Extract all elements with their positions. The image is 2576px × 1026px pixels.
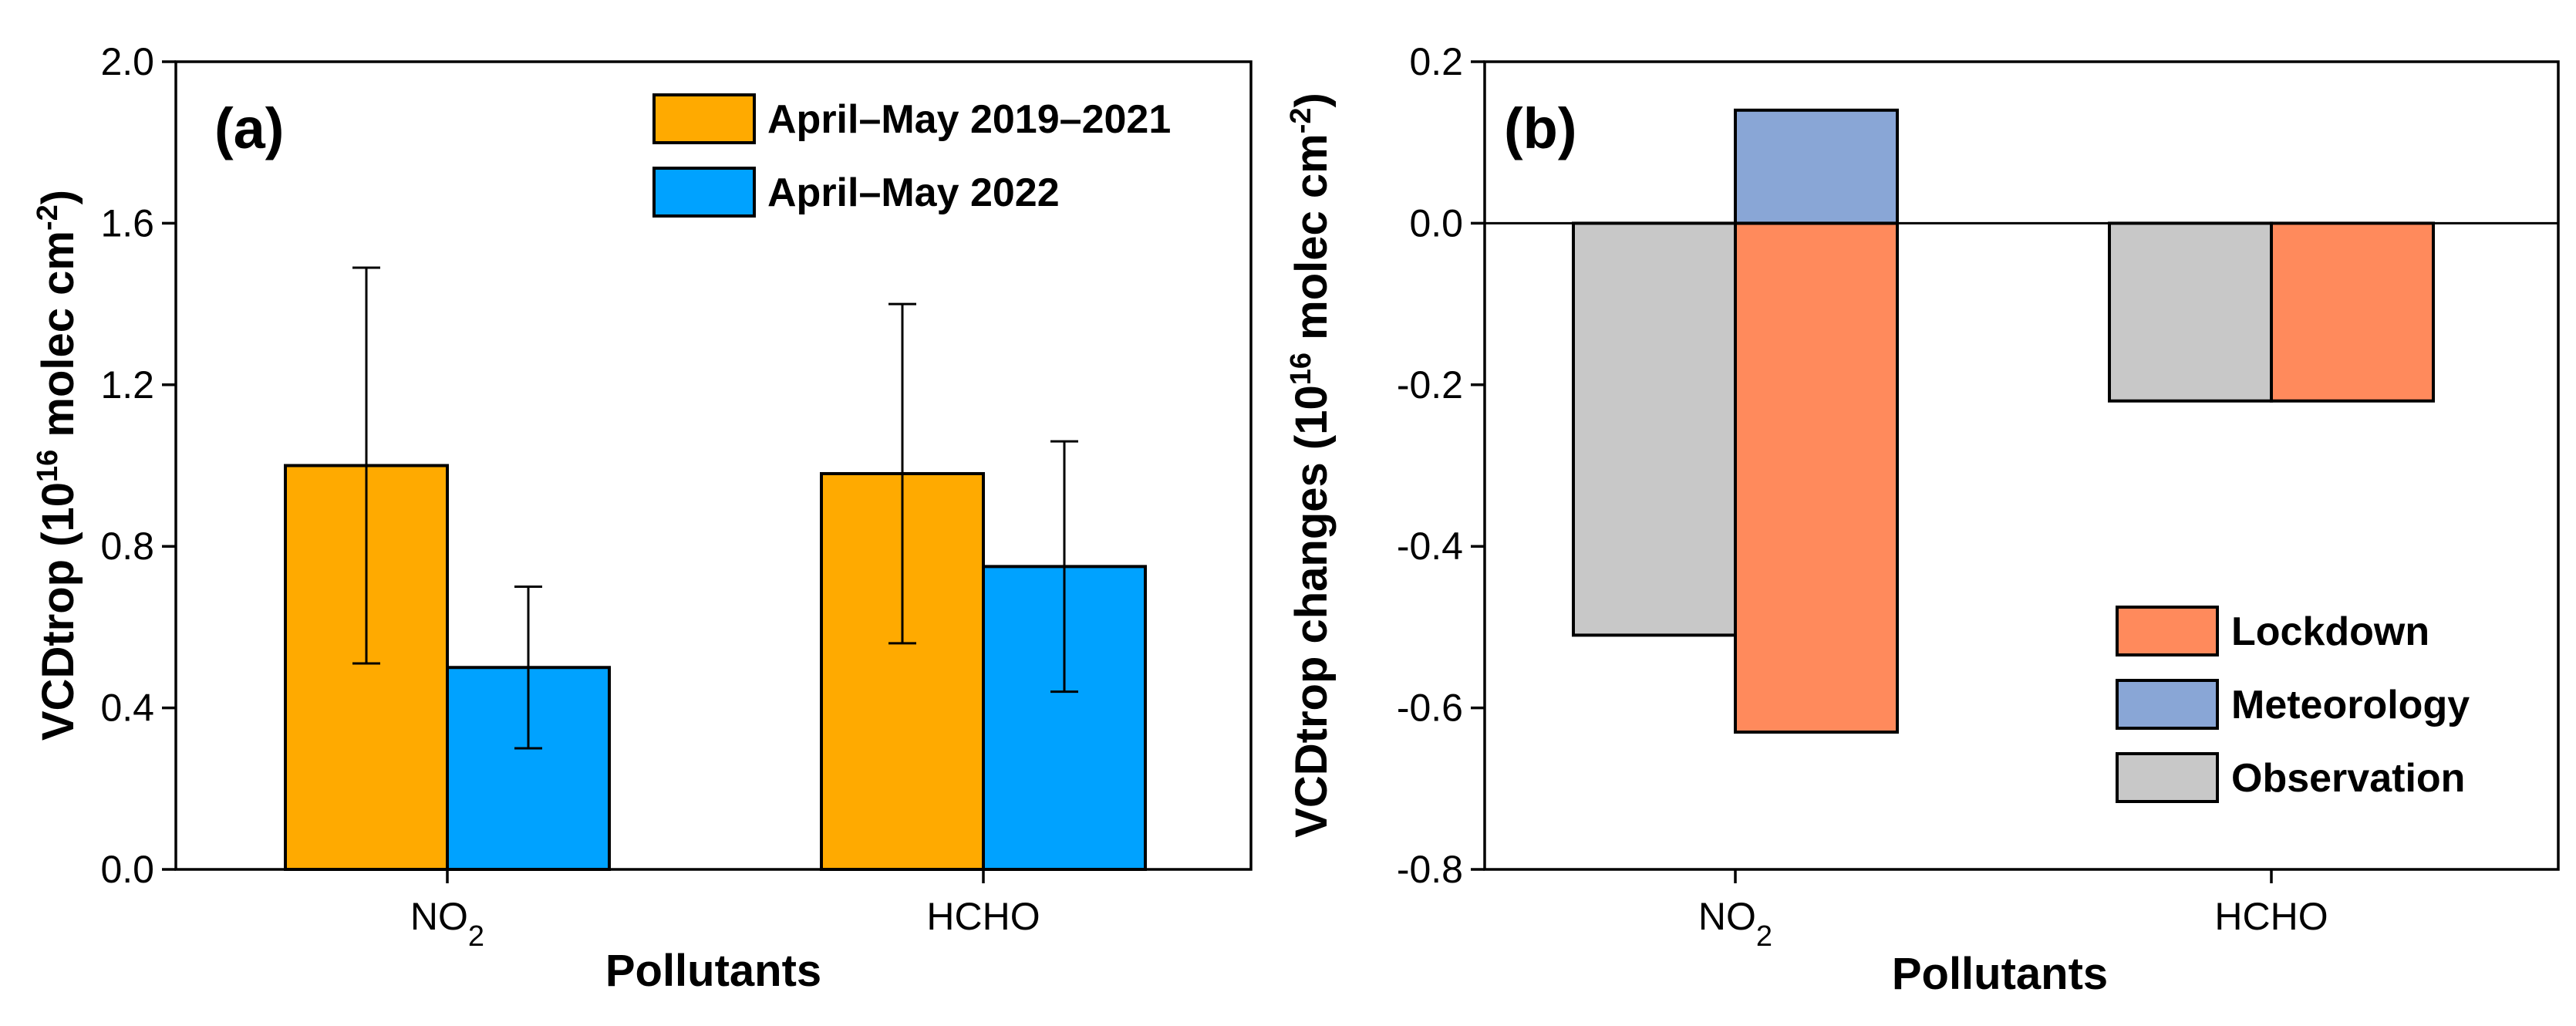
- y-axis-title-a: VCDtrop (1016 molec cm-2): [32, 190, 83, 741]
- plot-frame-b: [1483, 60, 2560, 871]
- legend-swatch-b: [2116, 606, 2219, 656]
- y-tick-label-b: -0.6: [1397, 687, 1463, 730]
- x-tick-label-a-base: NO: [410, 895, 468, 938]
- y-tick-label-b: -0.4: [1397, 525, 1463, 568]
- panel-label-a: (a): [214, 96, 284, 160]
- y-tick-label-a: 1.2: [100, 363, 154, 407]
- y-tick-label-a: 0.8: [100, 525, 154, 568]
- y-axis-title-b-end: ): [1286, 93, 1337, 107]
- x-axis-title-a: Pollutants: [605, 946, 821, 996]
- bar-observation: [2108, 221, 2273, 403]
- bar-observation: [1572, 221, 1737, 637]
- bar-meteorology: [1734, 108, 1899, 225]
- y-tick-label-a: 1.6: [100, 201, 154, 245]
- y-axis-title-b-main: VCDtrop changes (10: [1286, 385, 1337, 838]
- y-tick-label-b: -0.8: [1397, 848, 1463, 891]
- legend-swatch-a: [652, 167, 756, 218]
- y-axis-title-b-sup2: -2: [1285, 107, 1317, 133]
- x-axis-title-b: Pollutants: [1892, 949, 2108, 999]
- bar-lockdown: [1734, 221, 1899, 734]
- y-axis-title-a-main: VCDtrop (10: [33, 482, 83, 741]
- x-tick-label-a: HCHO: [926, 895, 1040, 938]
- legend-swatch-b: [2116, 752, 2219, 803]
- x-tick-label-b-base: HCHO: [2214, 895, 2328, 938]
- legend-label-a: April–May 2022: [767, 170, 1060, 215]
- y-axis-title-a-mid: molec cm: [33, 231, 83, 450]
- legend-swatch-b: [2116, 679, 2219, 730]
- x-tick-label-b-sub: 2: [1756, 920, 1772, 953]
- y-axis-title-a-sup: 16: [32, 450, 64, 482]
- x-tick-label-b: HCHO: [2214, 895, 2328, 938]
- panel-label-b: (b): [1504, 96, 1577, 160]
- x-tick-label-b: NO2: [1698, 895, 1772, 953]
- y-axis-title-b-sup: 16: [1285, 353, 1317, 385]
- y-tick-label-b: 0.0: [1409, 201, 1463, 245]
- y-tick-label-a: 2.0: [100, 40, 154, 83]
- x-tick-label-b-base: NO: [1698, 895, 1756, 938]
- y-tick-label-a: 0.0: [100, 848, 154, 891]
- legend-label-a: April–May 2019–2021: [767, 97, 1171, 142]
- y-axis-title-b: VCDtrop changes (1016 molec cm-2): [1285, 93, 1337, 838]
- y-axis-title-a-sup2: -2: [32, 204, 64, 231]
- y-tick-label-b: 0.2: [1409, 40, 1463, 83]
- panel-a: 0.0 0.4 0.8 1.2 1.6 2.0 NO2 HCHO (a) April–May…: [32, 40, 1253, 996]
- y-tick-label-a: 0.4: [100, 687, 154, 730]
- y-axis-title-b-mid: molec cm: [1286, 133, 1337, 353]
- legend-label-b: Observation: [2231, 756, 2465, 801]
- legend-label-b: Lockdown: [2231, 609, 2429, 654]
- x-tick-label-a: NO2: [410, 895, 484, 953]
- legend-swatch-a: [652, 93, 756, 144]
- legend-label-b: Meteorology: [2231, 683, 2470, 727]
- y-tick-label-b: -0.2: [1397, 363, 1463, 407]
- x-tick-label-a-sub: 2: [468, 920, 484, 953]
- panel-b: 0.2 0.0 -0.2 -0.4 -0.6 -0.8 NO2 HCHO (b) Lockd…: [1285, 40, 2560, 999]
- x-tick-label-a-base: HCHO: [926, 895, 1040, 938]
- y-axis-title-a-end: ): [33, 190, 83, 204]
- plot-frame-a: [174, 60, 1253, 871]
- bar-lockdown: [2270, 221, 2435, 403]
